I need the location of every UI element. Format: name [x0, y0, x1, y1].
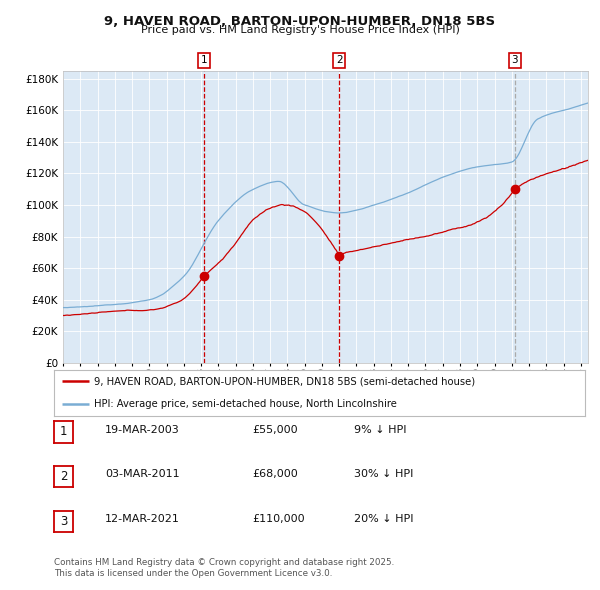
Text: 2: 2 — [60, 470, 67, 483]
Text: £68,000: £68,000 — [252, 470, 298, 479]
Text: 2: 2 — [336, 55, 343, 65]
Text: £55,000: £55,000 — [252, 425, 298, 434]
Text: 19-MAR-2003: 19-MAR-2003 — [105, 425, 180, 434]
Text: 20% ↓ HPI: 20% ↓ HPI — [354, 514, 413, 524]
Text: 3: 3 — [60, 515, 67, 528]
Text: 12-MAR-2021: 12-MAR-2021 — [105, 514, 180, 524]
Text: Price paid vs. HM Land Registry's House Price Index (HPI): Price paid vs. HM Land Registry's House … — [140, 25, 460, 35]
Text: 03-MAR-2011: 03-MAR-2011 — [105, 470, 179, 479]
Text: 3: 3 — [511, 55, 518, 65]
Text: 1: 1 — [60, 425, 67, 438]
Text: 30% ↓ HPI: 30% ↓ HPI — [354, 470, 413, 479]
Text: HPI: Average price, semi-detached house, North Lincolnshire: HPI: Average price, semi-detached house,… — [94, 399, 397, 409]
Text: 9, HAVEN ROAD, BARTON-UPON-HUMBER, DN18 5BS: 9, HAVEN ROAD, BARTON-UPON-HUMBER, DN18 … — [104, 15, 496, 28]
Text: £110,000: £110,000 — [252, 514, 305, 524]
Text: 9, HAVEN ROAD, BARTON-UPON-HUMBER, DN18 5BS (semi-detached house): 9, HAVEN ROAD, BARTON-UPON-HUMBER, DN18 … — [94, 376, 475, 386]
Text: Contains HM Land Registry data © Crown copyright and database right 2025.
This d: Contains HM Land Registry data © Crown c… — [54, 558, 394, 578]
Text: 9% ↓ HPI: 9% ↓ HPI — [354, 425, 407, 434]
Text: 1: 1 — [200, 55, 207, 65]
